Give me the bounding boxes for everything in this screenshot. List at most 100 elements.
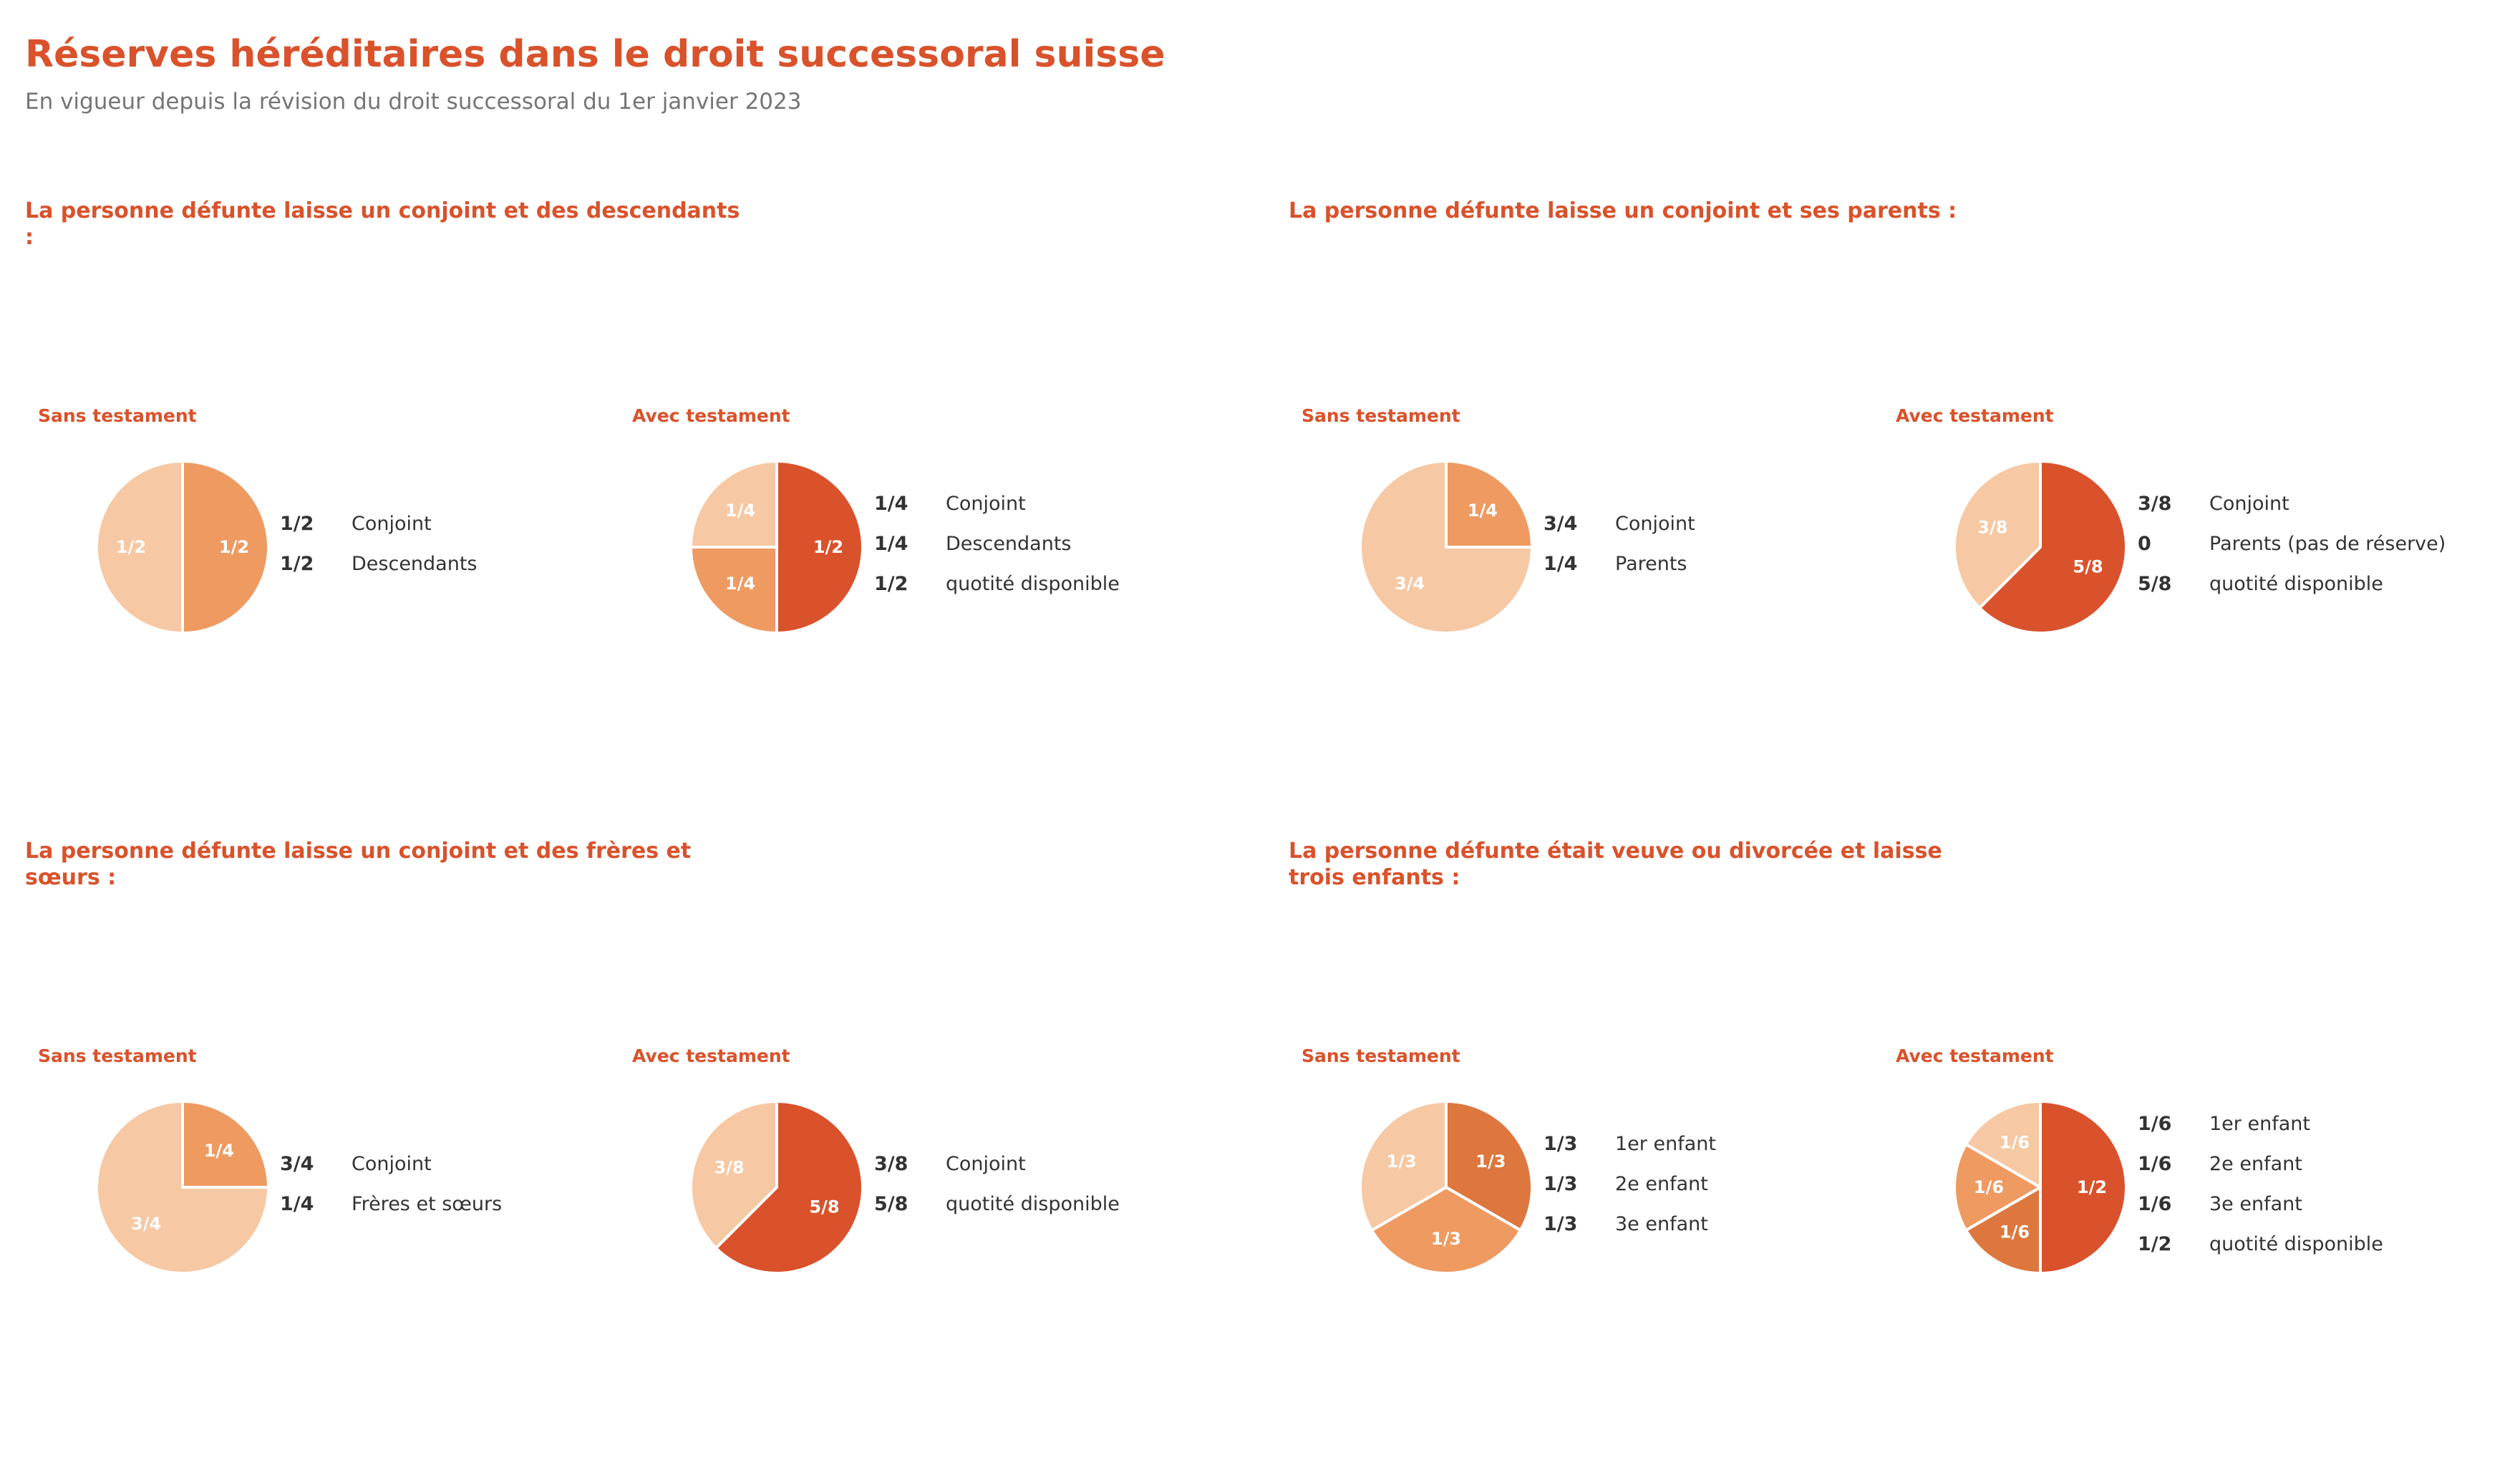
legend-fraction: 1/3 (1544, 1213, 1578, 1235)
legend-label: quotité disponible (946, 573, 1120, 595)
panel-label: Avec testament (632, 405, 790, 426)
pie-slice (1445, 460, 1533, 549)
pie-slice (1953, 460, 2042, 609)
panel-label: Sans testament (1302, 1046, 1460, 1066)
legend-fraction: 1/6 (2138, 1113, 2172, 1135)
page-title: Réserves héréditaires dans le droit succ… (25, 33, 1166, 76)
pie-slice (1370, 1186, 1522, 1275)
slice-label: 5/8 (2073, 557, 2103, 577)
slice-label: 5/8 (809, 1197, 839, 1217)
pie-slice (714, 1100, 864, 1275)
slice-label: 1/2 (219, 537, 249, 557)
chart-section: La personne défunte laisse un conjoint e… (1289, 198, 2520, 828)
legend-label: 3e enfant (2209, 1193, 2302, 1215)
legend-fraction: 1/4 (874, 493, 908, 515)
legend-fraction: 5/8 (2138, 573, 2172, 595)
pie-slice (1964, 1100, 2042, 1189)
legend-label: Descendants (946, 533, 1072, 555)
slice-label: 1/4 (725, 501, 755, 521)
slice-label: 1/2 (2077, 1177, 2107, 1197)
section-title: La personne défunte laisse un conjoint e… (25, 839, 692, 890)
pie-panel: Sans testament 1/4 3/4 3/4 Conjoint 1/4 Frères… (25, 1046, 583, 1275)
legend-label: 1er enfant (1615, 1133, 1716, 1155)
legend-fraction: 1/2 (280, 553, 314, 575)
slice-label: 1/6 (1974, 1177, 2004, 1197)
legend-label: quotité disponible (946, 1193, 1120, 1215)
pie-slice (689, 460, 778, 549)
pie-slice (1359, 1100, 1448, 1232)
panel-label: Sans testament (38, 405, 197, 426)
legend-fraction: 5/8 (874, 1193, 908, 1215)
slice-label: 1/2 (813, 537, 843, 557)
page-subtitle: En vigueur depuis la révision du droit s… (25, 89, 802, 115)
slice-label: 1/4 (1468, 501, 1498, 521)
pie-slice (1978, 460, 2128, 634)
panel-label: Sans testament (1302, 405, 1460, 426)
pie-slice (689, 1100, 778, 1250)
pie-panel: Avec testament 1/2 1/4 1/4 1/4 Conjoint 1/4 Des… (619, 405, 1178, 634)
legend-label: 3e enfant (1615, 1213, 1708, 1235)
pie-slice (1953, 1142, 2042, 1232)
legend-label: quotité disponible (2209, 1233, 2383, 1255)
legend-label: Parents (1615, 553, 1687, 575)
legend-fraction: 1/6 (2138, 1153, 2172, 1175)
legend-label: Descendants (352, 553, 478, 575)
slice-label: 1/2 (116, 537, 146, 557)
panel-label: Avec testament (1896, 405, 2054, 426)
legend-fraction: 1/4 (280, 1193, 314, 1215)
legend-label: quotité disponible (2209, 573, 2383, 595)
panel-label: Avec testament (632, 1046, 790, 1066)
slice-label: 3/8 (1977, 517, 2007, 537)
pie-slice (181, 1100, 270, 1189)
legend-label: Parents (pas de réserve) (2209, 533, 2446, 555)
pie-slice (775, 460, 864, 634)
pie-panel: Sans testament 1/2 1/2 1/2 Conjoint 1/2 Descen… (25, 405, 583, 634)
legend-label: 2e enfant (2209, 1153, 2302, 1175)
legend-fraction: 1/3 (1544, 1173, 1578, 1195)
pie-chart: 1/2 1/4 1/4 (689, 460, 864, 634)
pie-chart: 1/3 1/3 1/3 (1359, 1100, 1533, 1275)
legend-label: Conjoint (2209, 493, 2289, 515)
pie-chart: 1/2 1/2 (95, 460, 270, 634)
legend-fraction: 1/6 (2138, 1193, 2172, 1215)
legend-label: Conjoint (352, 513, 432, 535)
legend-label: Conjoint (352, 1153, 432, 1175)
panel-label: Sans testament (38, 1046, 197, 1066)
pie-panel: Sans testament 1/4 3/4 3/4 Conjoint 1/4 Parent… (1289, 405, 1847, 634)
slice-label: 1/3 (1387, 1151, 1417, 1172)
section-title: La personne défunte était veuve ou divor… (1289, 839, 1942, 890)
slice-label: 3/4 (131, 1214, 161, 1234)
pie-panel: Sans testament 1/3 1/3 1/3 1/3 1er enfant 1/3 2… (1289, 1046, 1847, 1275)
pie-chart: 1/2 1/6 1/6 1/6 (1953, 1100, 2128, 1275)
pie-chart: 1/4 3/4 (1359, 460, 1533, 634)
legend-fraction: 0 (2138, 533, 2151, 555)
pie-slice (1445, 1100, 1533, 1232)
section-title: La personne défunte laisse un conjoint e… (1289, 198, 1957, 223)
legend-fraction: 1/2 (2138, 1233, 2172, 1255)
legend-fraction: 3/4 (280, 1153, 314, 1175)
pie-chart: 1/4 3/4 (95, 1100, 270, 1275)
legend-fraction: 1/3 (1544, 1133, 1578, 1155)
legend-fraction: 1/4 (874, 533, 908, 555)
chart-section: La personne défunte laisse un conjoint e… (25, 838, 1271, 1468)
slice-label: 3/4 (1395, 574, 1425, 594)
legend-fraction: 1/2 (874, 573, 908, 595)
legend-label: Conjoint (946, 1153, 1026, 1175)
legend-label: Conjoint (946, 493, 1026, 515)
legend-fraction: 3/4 (1544, 513, 1578, 535)
pie-panel: Avec testament 1/2 1/6 1/6 1/6 1/6 1er enfant 1… (1883, 1046, 2441, 1275)
legend-fraction: 3/8 (874, 1153, 908, 1175)
chart-section: La personne défunte était veuve ou divor… (1289, 838, 2520, 1468)
pie-slice (689, 546, 778, 634)
legend-label: Frères et sœurs (352, 1193, 503, 1215)
pie-slice (95, 460, 184, 634)
chart-section: La personne défunte laisse un conjoint e… (25, 198, 1271, 828)
pie-slice (1964, 1186, 2042, 1275)
pie-panel: Avec testament 5/8 3/8 3/8 Conjoint 0 Parents … (1883, 405, 2446, 634)
pie-panel: Avec testament 5/8 3/8 3/8 Conjoint 5/8 quotit… (619, 1046, 1178, 1275)
slice-label: 1/6 (2000, 1222, 2030, 1242)
pie-chart: 5/8 3/8 (1953, 460, 2128, 634)
panel-label: Avec testament (1896, 1046, 2054, 1066)
slice-label: 1/4 (725, 574, 755, 594)
legend-fraction: 1/2 (280, 513, 314, 535)
